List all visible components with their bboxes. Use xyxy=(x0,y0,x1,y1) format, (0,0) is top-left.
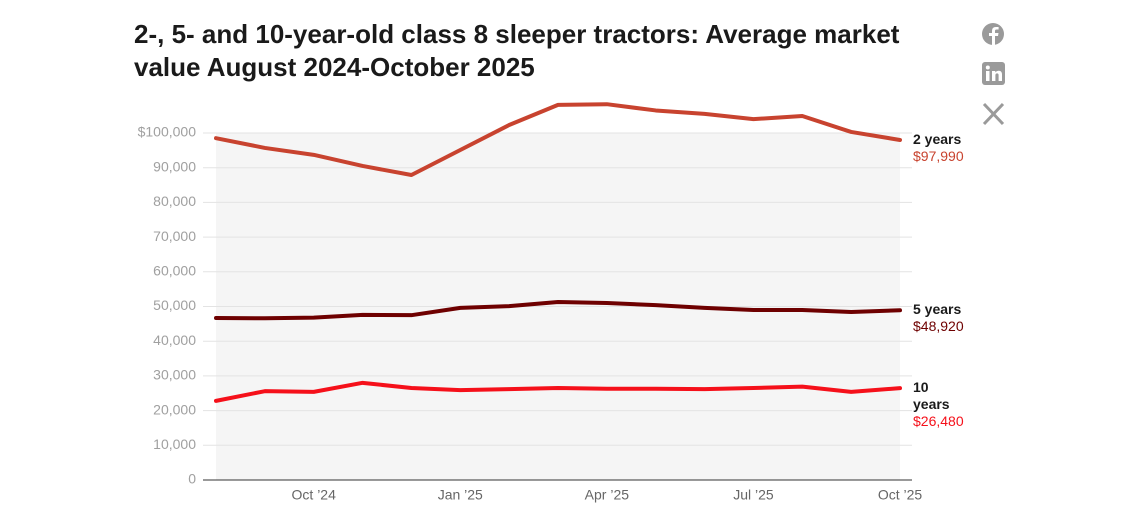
y-tick-label: 10,000 xyxy=(153,436,196,452)
y-tick-label: 0 xyxy=(188,471,196,487)
x-tick-label: Jul ’25 xyxy=(733,487,774,503)
share-icons xyxy=(982,23,1005,126)
y-tick-label: 80,000 xyxy=(153,193,196,209)
x-tick-label: Oct ’25 xyxy=(878,487,923,503)
y-tick-label: $100,000 xyxy=(138,124,197,140)
facebook-glyph xyxy=(989,27,999,45)
end-label: 10 years $26,480 xyxy=(913,379,969,430)
series-name: 10 years xyxy=(913,379,950,413)
y-tick-label: 40,000 xyxy=(153,332,196,348)
value-label: $97,990 xyxy=(913,147,964,164)
y-tick-label: 30,000 xyxy=(153,367,196,383)
series-line xyxy=(214,102,902,177)
x-tick-label: Jan ’25 xyxy=(438,487,483,503)
linkedin-glyph xyxy=(992,70,1002,81)
y-tick-label: 70,000 xyxy=(153,228,196,244)
end-label: 2 years $97,990 xyxy=(913,131,969,165)
y-tick-label: 50,000 xyxy=(153,297,196,313)
series-name: 2 years xyxy=(913,130,962,147)
series-line xyxy=(214,380,902,403)
y-tick-label: 90,000 xyxy=(153,158,196,174)
x-tick-label: Oct ’24 xyxy=(292,487,337,503)
y-tick-label: 60,000 xyxy=(153,263,196,279)
end-label: 5 years $48,920 xyxy=(913,301,969,335)
x-icon[interactable] xyxy=(982,102,1005,126)
series-name: 5 years xyxy=(913,301,962,318)
linkedin-glyph xyxy=(986,71,990,81)
chart-title: 2-, 5- and 10-year-old class 8 sleeper t… xyxy=(134,19,900,82)
series-line xyxy=(214,299,902,321)
value-label: $26,480 xyxy=(913,413,964,430)
x-tick-label: Apr ’25 xyxy=(585,487,630,503)
y-tick-label: 20,000 xyxy=(153,401,196,417)
value-label: $48,920 xyxy=(913,318,964,335)
linkedin-glyph xyxy=(985,65,990,70)
